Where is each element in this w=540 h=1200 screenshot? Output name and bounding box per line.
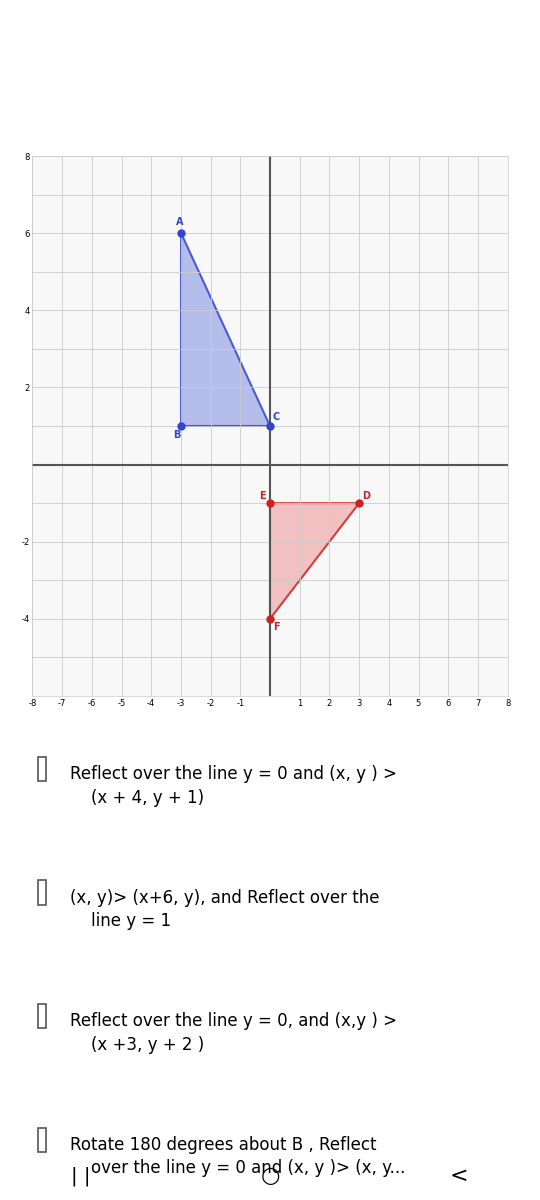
FancyBboxPatch shape: [38, 881, 46, 905]
Text: E: E: [260, 491, 266, 502]
Text: Rotate 180 degrees about B , Reflect
    over the line y = 0 and (x, y )> (x, y.: Rotate 180 degrees about B , Reflect ove…: [70, 1135, 406, 1177]
Text: D: D: [362, 491, 370, 502]
Text: ←: ←: [27, 78, 48, 102]
Text: Reflect over the line y = 0 and (x, y ) >
    (x + 4, y + 1): Reflect over the line y = 0 and (x, y ) …: [70, 766, 397, 806]
Text: <: <: [450, 1166, 468, 1186]
FancyBboxPatch shape: [38, 757, 46, 781]
Text: (x, y)> (x+6, y), and Reflect over the
    line y = 1: (x, y)> (x+6, y), and Reflect over the l…: [70, 888, 380, 930]
Text: 5GUC  61%: 5GUC 61%: [442, 20, 513, 34]
Text: B: B: [173, 430, 181, 439]
Polygon shape: [270, 503, 359, 619]
Polygon shape: [181, 233, 270, 426]
Text: Quizzes: Quizzes: [97, 76, 218, 104]
FancyBboxPatch shape: [38, 1128, 46, 1152]
Text: Select all of the sequences of
rigid motions that will justify
triangle ABC  is : Select all of the sequences of rigid mot…: [43, 212, 437, 336]
FancyBboxPatch shape: [38, 1004, 46, 1028]
Text: Reflect over the line y = 0, and (x,y ) >
    (x +3, y + 2 ): Reflect over the line y = 0, and (x,y ) …: [70, 1012, 397, 1054]
Text: F: F: [273, 623, 280, 632]
Text: C: C: [273, 413, 280, 422]
Text: A: A: [177, 217, 184, 228]
Text: | |: | |: [71, 1166, 91, 1186]
Text: 3:26: 3:26: [27, 20, 62, 34]
Text: ○: ○: [260, 1166, 280, 1186]
